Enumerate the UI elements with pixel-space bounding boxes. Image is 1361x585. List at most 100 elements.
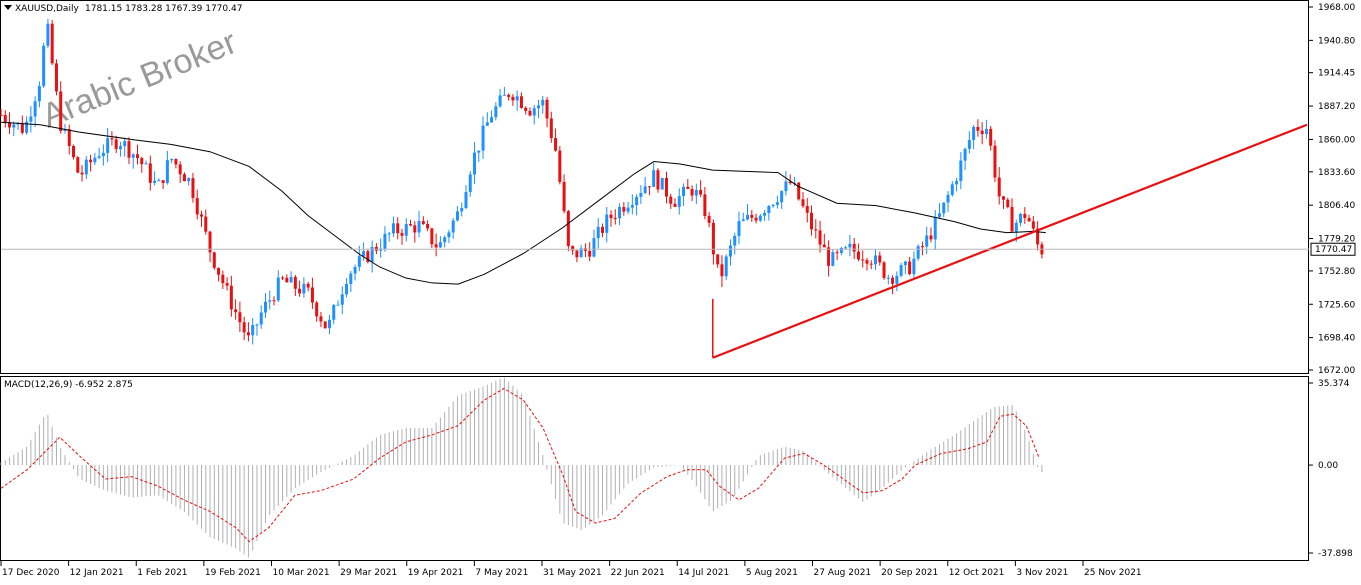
bull-candle	[153, 180, 157, 183]
bear-candle	[716, 254, 720, 265]
bear-candle	[664, 177, 668, 197]
time-tick-label: 20 Sep 2021	[881, 568, 938, 578]
bear-candle	[400, 233, 404, 236]
bear-candle	[549, 118, 553, 139]
time-tick-label: 12 Oct 2021	[949, 568, 1005, 578]
price-tick-label: 1860.00	[1318, 135, 1355, 145]
bear-candle	[140, 158, 144, 165]
bear-candle	[976, 127, 980, 131]
bull-candle	[967, 140, 971, 149]
bull-candle	[276, 277, 280, 301]
bull-candle	[447, 232, 451, 238]
bull-candle	[938, 213, 942, 218]
bull-candle	[775, 202, 779, 205]
price-tick-label: 1887.20	[1318, 102, 1355, 112]
bear-candle	[673, 203, 677, 207]
time-tick-label: 5 Aug 2021	[746, 568, 798, 578]
time-tick-label: 14 Jul 2021	[678, 568, 729, 578]
bull-candle	[97, 156, 101, 158]
bull-candle	[362, 251, 366, 257]
bear-candle	[20, 122, 24, 133]
bull-candle	[473, 152, 477, 175]
bear-candle	[647, 186, 651, 188]
bull-candle	[485, 122, 489, 126]
price-tick-label: 1806.40	[1318, 201, 1355, 211]
bull-candle	[899, 265, 903, 276]
time-tick-label: 31 May 2021	[543, 568, 602, 578]
time-tick-label: 1 Feb 2021	[137, 568, 187, 578]
price-tick-label: 1779.20	[1318, 235, 1355, 245]
bear-candle	[656, 170, 660, 190]
bull-candle	[340, 294, 344, 305]
bull-candle	[84, 159, 88, 175]
bull-candle	[165, 160, 169, 184]
trendline[interactable]	[712, 123, 1308, 359]
price-tick-label: 1940.80	[1318, 36, 1355, 46]
ohlc-label: 1781.15 1783.28 1767.39 1770.47	[85, 4, 242, 14]
bear-candle	[272, 300, 276, 302]
bear-candle	[409, 224, 413, 226]
bear-candle	[195, 198, 199, 215]
bull-candle	[925, 235, 929, 247]
bull-candle	[916, 246, 920, 259]
macd-tick-label: 35.374	[1318, 379, 1350, 389]
bear-candle	[208, 231, 212, 253]
bear-candle	[878, 255, 882, 263]
price-tick-label: 1914.45	[1318, 69, 1355, 79]
bear-candle	[571, 246, 575, 251]
bull-candle	[639, 193, 643, 197]
bull-candle	[515, 96, 519, 101]
bear-candle	[413, 225, 417, 233]
bear-candle	[54, 63, 58, 92]
triangle-down-icon[interactable]	[4, 5, 12, 10]
bull-candle	[942, 202, 946, 214]
bull-candle	[605, 214, 609, 233]
bear-candle	[204, 216, 208, 232]
bear-candle	[67, 129, 71, 147]
bull-candle	[387, 233, 391, 235]
bull-candle	[93, 157, 97, 163]
bear-candle	[865, 260, 869, 264]
bear-candle	[920, 246, 924, 248]
bull-candle	[912, 258, 916, 275]
bear-candle	[810, 212, 814, 230]
bear-candle	[1023, 213, 1027, 218]
bear-candle	[669, 196, 673, 204]
bear-candle	[298, 288, 302, 294]
bull-candle	[46, 23, 50, 46]
bull-candle	[784, 181, 788, 192]
bear-candle	[396, 223, 400, 234]
bull-candle	[144, 163, 148, 165]
bull-candle	[289, 276, 293, 283]
bull-candle	[767, 206, 771, 213]
bear-candle	[310, 287, 314, 303]
bear-candle	[856, 251, 860, 260]
bull-candle	[741, 219, 745, 221]
bear-candle	[801, 199, 805, 207]
bull-candle	[370, 246, 374, 262]
bear-candle	[136, 154, 140, 159]
bull-candle	[532, 108, 536, 116]
bull-candle	[780, 191, 784, 203]
bear-candle	[827, 247, 831, 266]
bear-candle	[191, 178, 195, 199]
bear-candle	[852, 243, 856, 252]
bull-candle	[682, 186, 686, 197]
bull-candle	[404, 224, 408, 236]
bull-candle	[537, 105, 541, 109]
bull-candle	[157, 180, 161, 182]
bear-candle	[323, 321, 327, 329]
bull-candle	[353, 266, 357, 274]
bear-candle	[199, 214, 203, 217]
bull-candle	[895, 275, 899, 284]
time-tick-label: 27 Aug 2021	[814, 568, 872, 578]
macd-signal-line	[0, 387, 1040, 543]
bull-candle	[106, 138, 110, 153]
bull-candle	[490, 117, 494, 123]
bull-candle	[455, 211, 459, 221]
bull-candle	[618, 207, 622, 219]
bull-candle	[950, 184, 954, 195]
bull-candle	[579, 248, 583, 258]
bear-candle	[869, 263, 873, 265]
